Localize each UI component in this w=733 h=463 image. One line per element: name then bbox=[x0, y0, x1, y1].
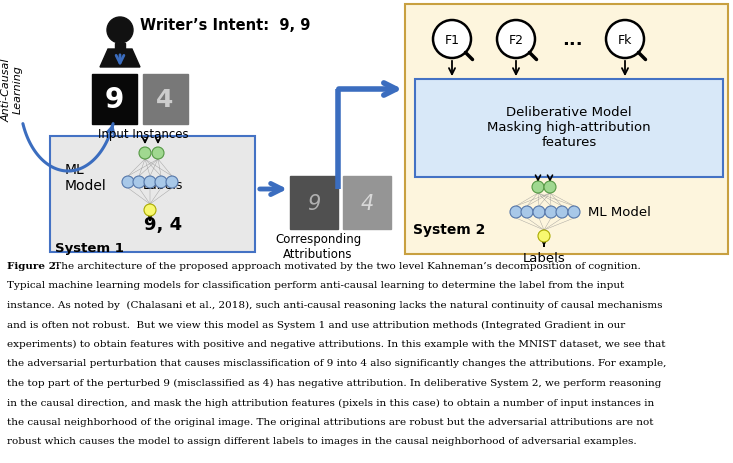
Circle shape bbox=[144, 205, 156, 217]
Text: and is often not robust.  But we view this model as System 1 and use attribution: and is often not robust. But we view thi… bbox=[7, 320, 625, 329]
Text: Deliberative Model
Masking high-attribution
features: Deliberative Model Masking high-attribut… bbox=[487, 106, 651, 149]
Circle shape bbox=[122, 176, 134, 188]
Text: 4: 4 bbox=[361, 194, 374, 213]
Circle shape bbox=[544, 181, 556, 194]
Text: Figure 2:: Figure 2: bbox=[7, 262, 60, 270]
FancyBboxPatch shape bbox=[50, 137, 255, 252]
Text: ML
Model: ML Model bbox=[65, 163, 107, 193]
Text: Writer’s Intent:  9, 9: Writer’s Intent: 9, 9 bbox=[140, 18, 310, 32]
Text: Corresponding
Attributions: Corresponding Attributions bbox=[275, 232, 361, 260]
Circle shape bbox=[497, 21, 535, 59]
FancyBboxPatch shape bbox=[92, 75, 137, 125]
Circle shape bbox=[433, 21, 471, 59]
Circle shape bbox=[521, 206, 533, 219]
Circle shape bbox=[532, 181, 544, 194]
Text: Input Instances: Input Instances bbox=[97, 128, 188, 141]
Text: Labels: Labels bbox=[523, 251, 565, 264]
Text: the top part of the perturbed 9 (misclassified as 4) has negative attribution. I: the top part of the perturbed 9 (misclas… bbox=[7, 378, 661, 387]
Text: instance. As noted by  (Chalasani et al., 2018), such anti-causal reasoning lack: instance. As noted by (Chalasani et al.,… bbox=[7, 300, 663, 309]
Circle shape bbox=[155, 176, 167, 188]
Text: in the causal direction, and mask the high attribution features (pixels in this : in the causal direction, and mask the hi… bbox=[7, 398, 655, 407]
Text: F1: F1 bbox=[444, 33, 460, 46]
FancyBboxPatch shape bbox=[143, 75, 188, 125]
Text: 9, 4: 9, 4 bbox=[144, 216, 182, 233]
Polygon shape bbox=[115, 44, 125, 50]
Text: System 1: System 1 bbox=[55, 242, 124, 255]
FancyBboxPatch shape bbox=[290, 176, 338, 230]
Circle shape bbox=[144, 176, 156, 188]
Text: Fk: Fk bbox=[618, 33, 632, 46]
FancyBboxPatch shape bbox=[415, 80, 723, 178]
Circle shape bbox=[152, 148, 164, 160]
Circle shape bbox=[556, 206, 568, 219]
Circle shape bbox=[606, 21, 644, 59]
Text: Labels: Labels bbox=[143, 179, 183, 192]
Polygon shape bbox=[100, 50, 140, 68]
FancyBboxPatch shape bbox=[405, 5, 728, 255]
Circle shape bbox=[545, 206, 557, 219]
Text: 9: 9 bbox=[104, 86, 124, 114]
Text: Anti-Causal
Learning: Anti-Causal Learning bbox=[1, 58, 23, 121]
Circle shape bbox=[133, 176, 145, 188]
Circle shape bbox=[166, 176, 178, 188]
Text: F2: F2 bbox=[509, 33, 523, 46]
Text: 4: 4 bbox=[156, 88, 174, 112]
Text: ML Model: ML Model bbox=[588, 206, 651, 219]
Text: ...: ... bbox=[561, 31, 582, 49]
Text: experiments) to obtain features with positive and negative attributions. In this: experiments) to obtain features with pos… bbox=[7, 339, 666, 348]
Text: the causal neighborhood of the original image. The original attributions are rob: the causal neighborhood of the original … bbox=[7, 417, 654, 426]
Circle shape bbox=[538, 231, 550, 243]
Circle shape bbox=[568, 206, 580, 219]
Text: robust which causes the model to assign different labels to images in the causal: robust which causes the model to assign … bbox=[7, 437, 637, 445]
Text: The architecture of the proposed approach motivated by the two level Kahneman’s : The architecture of the proposed approac… bbox=[51, 262, 641, 270]
Circle shape bbox=[139, 148, 151, 160]
Circle shape bbox=[107, 18, 133, 44]
Text: the adversarial perturbation that causes misclassification of 9 into 4 also sign: the adversarial perturbation that causes… bbox=[7, 359, 666, 368]
Text: 9: 9 bbox=[307, 194, 320, 213]
Circle shape bbox=[533, 206, 545, 219]
FancyBboxPatch shape bbox=[343, 176, 391, 230]
Text: System 2: System 2 bbox=[413, 223, 485, 237]
Circle shape bbox=[510, 206, 522, 219]
Text: Typical machine learning models for classification perform anti-causal learning : Typical machine learning models for clas… bbox=[7, 281, 625, 290]
